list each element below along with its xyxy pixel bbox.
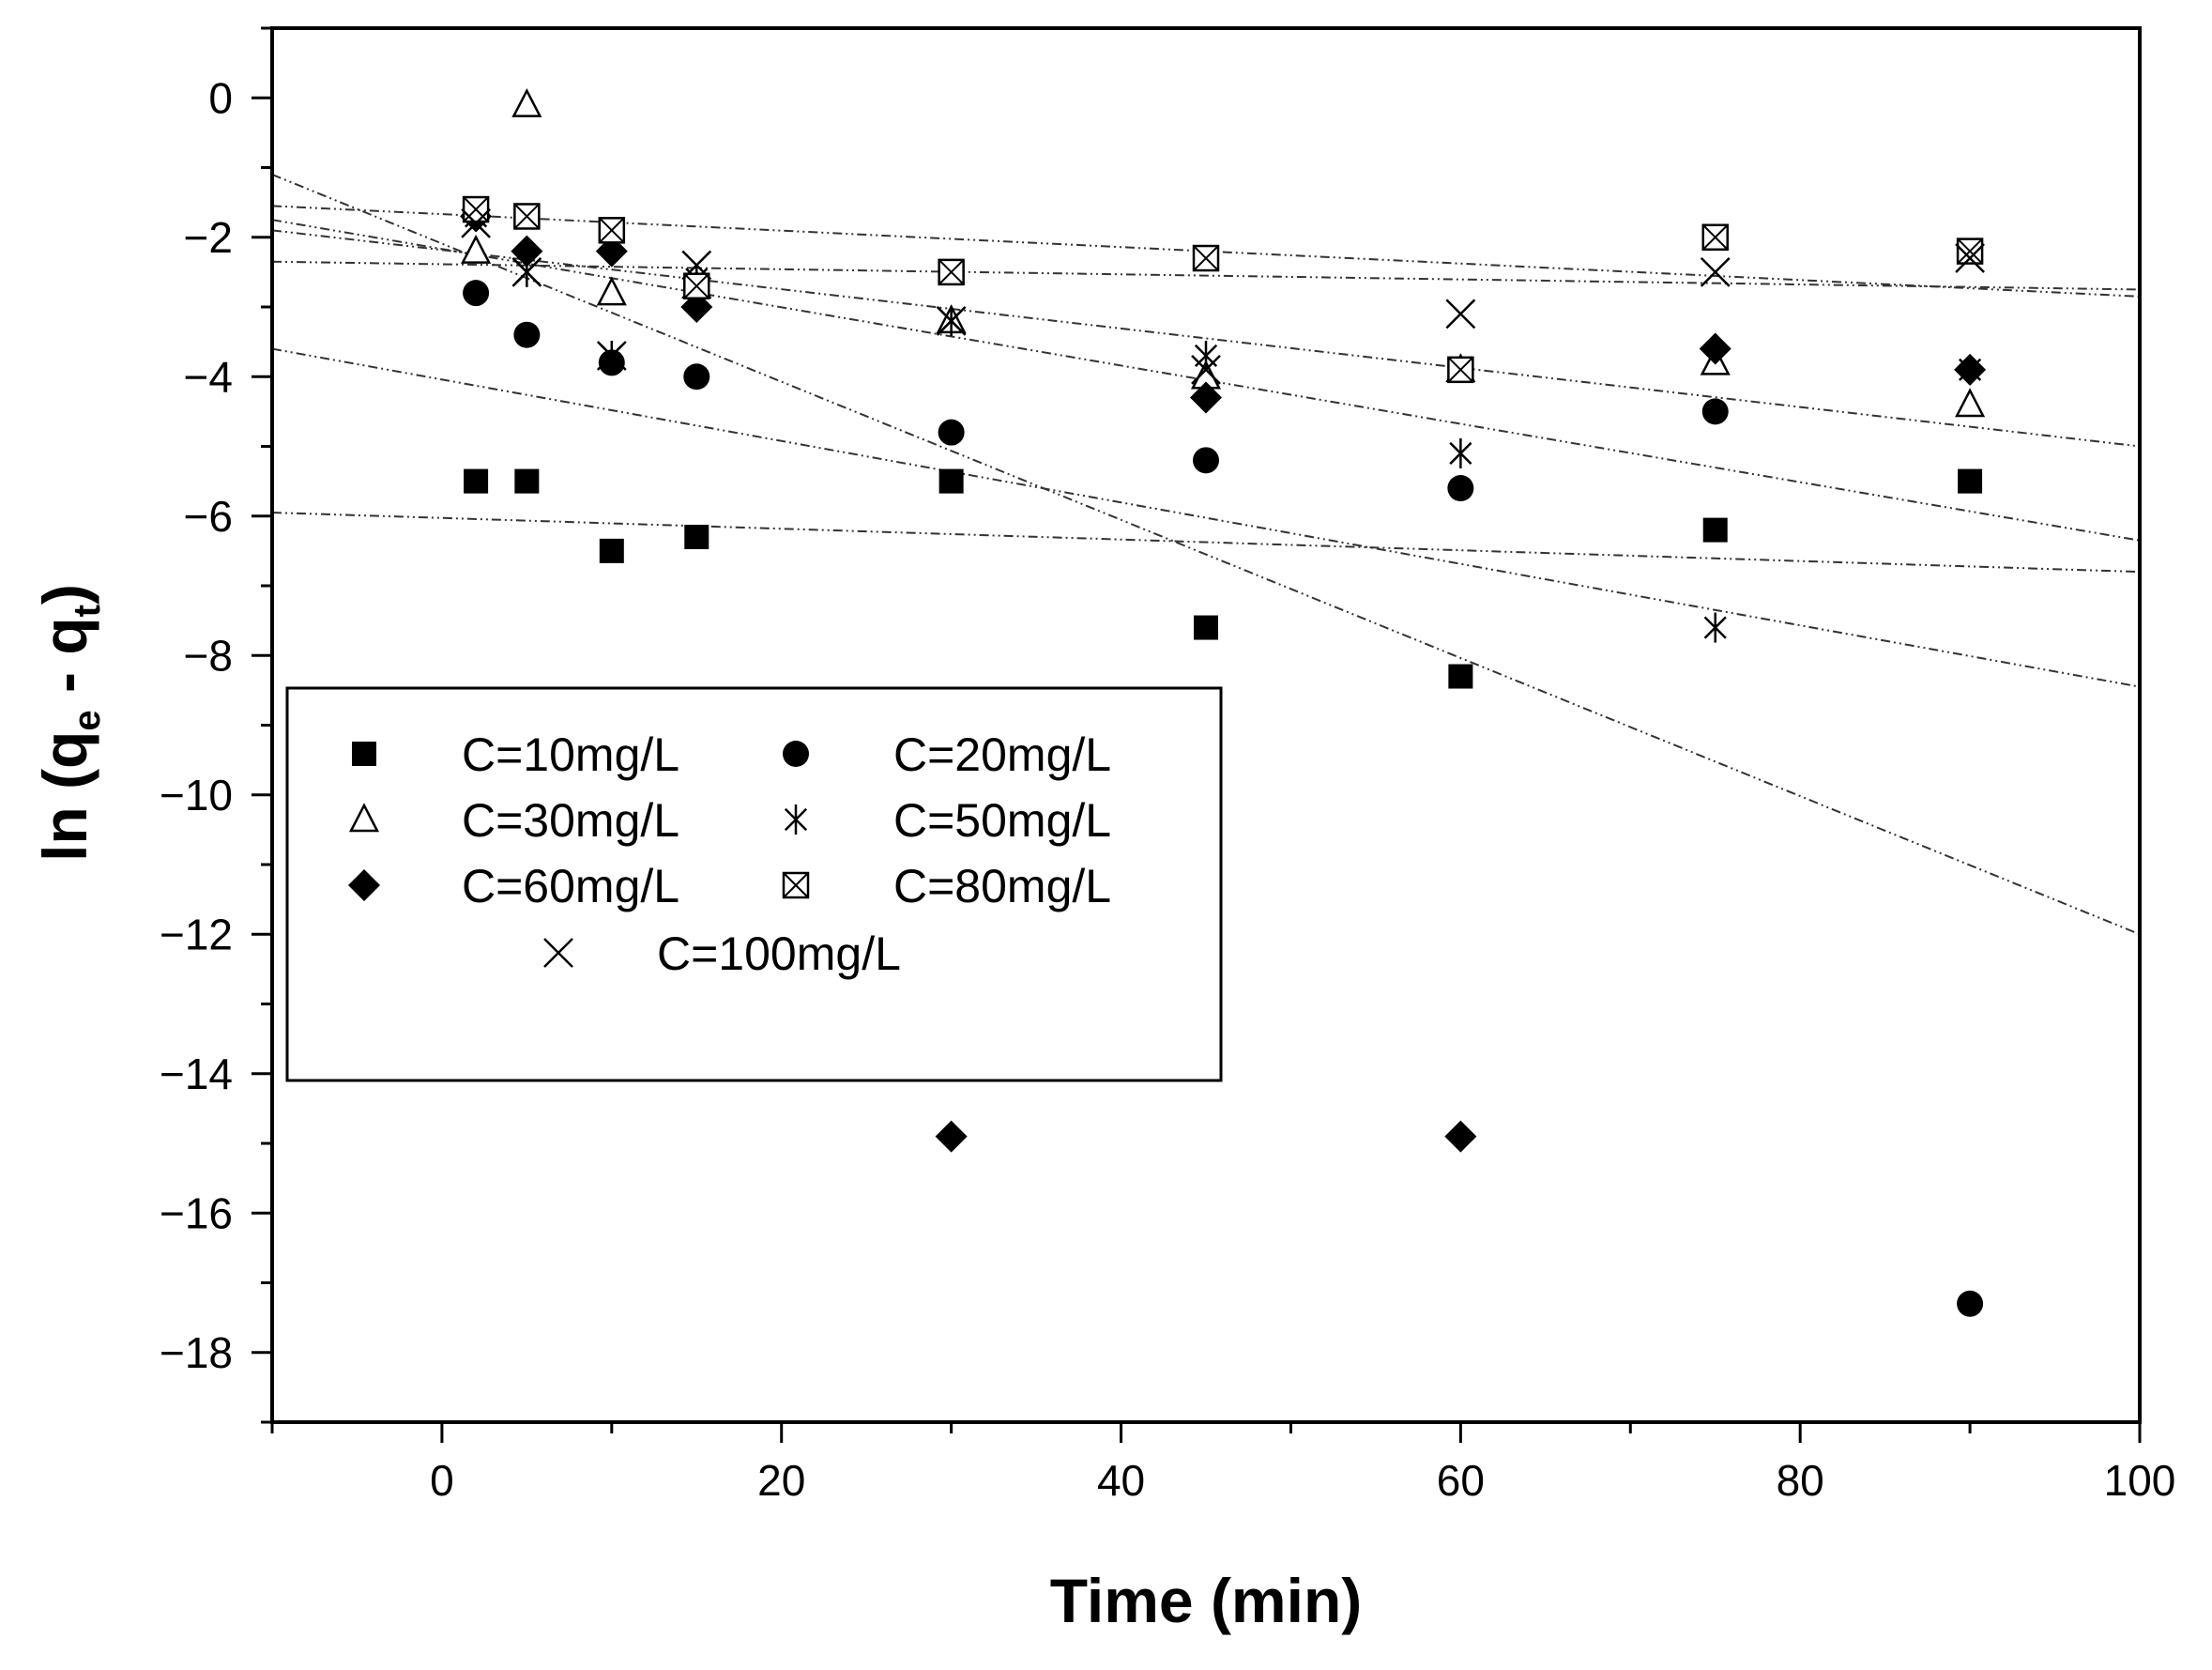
data-point bbox=[1191, 354, 1221, 385]
data-point bbox=[1192, 244, 1220, 272]
data-point bbox=[1444, 1120, 1477, 1153]
fit-line-C=30mg/L bbox=[271, 229, 2141, 448]
y-tick-label: −6 bbox=[184, 492, 233, 541]
legend-entry: C=50mg/L bbox=[784, 794, 1111, 847]
y-axis-title: ln (qe - qt) bbox=[30, 584, 108, 862]
fit-line-C=10mg/L bbox=[271, 512, 2141, 574]
legend: C=10mg/L C=20mg/L C=30mg/L C=50mg/L C=60mg/L… bbox=[285, 686, 1223, 1082]
data-point bbox=[938, 258, 965, 286]
y-tick-label: −2 bbox=[184, 213, 233, 262]
data-point bbox=[938, 468, 964, 494]
legend-entry: C=100mg/L bbox=[543, 927, 901, 980]
y-tick-label: −8 bbox=[184, 631, 233, 680]
data-point bbox=[1448, 664, 1473, 689]
data-point bbox=[461, 234, 492, 264]
legend-label: C=60mg/L bbox=[462, 860, 679, 912]
x-tick-label: 0 bbox=[430, 1456, 454, 1505]
x-tick-label: 20 bbox=[757, 1456, 805, 1505]
y-tick-label: −12 bbox=[160, 910, 233, 958]
data-point bbox=[599, 538, 624, 563]
data-markers bbox=[460, 87, 1987, 1317]
data-point bbox=[1954, 353, 1987, 386]
data-point bbox=[683, 363, 710, 391]
data-point bbox=[1190, 381, 1222, 414]
legend-label: C=30mg/L bbox=[462, 794, 679, 847]
y-axis-title-subscript-t: t bbox=[67, 605, 108, 617]
legend-marker bbox=[783, 741, 809, 767]
data-point bbox=[683, 272, 710, 299]
data-point bbox=[681, 250, 712, 281]
data-point bbox=[513, 203, 541, 230]
legend-label: C=10mg/L bbox=[462, 728, 679, 781]
data-point bbox=[1957, 1290, 1984, 1317]
data-point bbox=[598, 217, 626, 244]
y-tick-label: 0 bbox=[208, 73, 233, 122]
y-tick-label: −10 bbox=[160, 771, 233, 820]
data-point bbox=[463, 280, 490, 307]
data-point bbox=[461, 208, 491, 238]
data-point bbox=[684, 525, 709, 550]
data-point bbox=[596, 341, 627, 371]
data-point bbox=[1701, 223, 1729, 251]
legend-label: C=50mg/L bbox=[893, 794, 1111, 847]
legend-entry: C=60mg/L bbox=[348, 860, 679, 912]
data-point bbox=[935, 1120, 968, 1153]
fit-line-C=100mg/L bbox=[271, 260, 2141, 291]
data-point bbox=[1955, 388, 1986, 418]
data-point bbox=[511, 256, 542, 287]
data-point bbox=[1449, 437, 1472, 468]
fit-line-C=50mg/L bbox=[271, 347, 2141, 688]
legend-label: C=20mg/L bbox=[893, 728, 1111, 781]
y-tick-label: −4 bbox=[184, 352, 233, 401]
data-point bbox=[511, 235, 543, 268]
fit-line-C=20mg/L bbox=[271, 173, 2141, 936]
data-point bbox=[1193, 447, 1219, 474]
x-tick-label: 60 bbox=[1437, 1456, 1485, 1505]
data-point bbox=[1703, 612, 1727, 643]
data-point bbox=[464, 468, 489, 494]
legend-marker bbox=[784, 804, 808, 835]
data-point bbox=[1447, 475, 1474, 502]
data-point bbox=[936, 305, 967, 336]
legend-marker bbox=[782, 871, 810, 899]
data-point bbox=[1699, 332, 1731, 365]
legend-marker bbox=[348, 869, 380, 901]
data-point bbox=[462, 195, 490, 223]
data-point bbox=[1445, 299, 1476, 329]
data-point bbox=[1194, 340, 1218, 371]
data-point bbox=[1702, 517, 1728, 543]
x-tick-label: 100 bbox=[2104, 1456, 2176, 1505]
data-point bbox=[1955, 243, 1985, 273]
y-tick-label: −18 bbox=[160, 1328, 233, 1377]
x-axis-title: Time (min) bbox=[1050, 1566, 1362, 1635]
data-point bbox=[1194, 615, 1218, 640]
data-point bbox=[514, 468, 540, 494]
legend-entry: C=80mg/L bbox=[782, 860, 1111, 912]
legend-entry: C=20mg/L bbox=[783, 728, 1111, 781]
data-point bbox=[1447, 356, 1474, 384]
data-point bbox=[1700, 256, 1731, 287]
axis-ticks: 0 20 40 60 80 100 0 −2 −4 −6 −8 −10 −12 −14 −16 −18 bbox=[160, 26, 2176, 1505]
data-point bbox=[596, 276, 627, 306]
x-tick-label: 40 bbox=[1097, 1456, 1145, 1505]
data-point bbox=[938, 419, 965, 446]
data-point bbox=[513, 321, 541, 348]
y-tick-label: −16 bbox=[160, 1188, 233, 1237]
x-tick-label: 80 bbox=[1777, 1456, 1824, 1505]
y-axis-title-subscript-e: e bbox=[67, 710, 108, 730]
data-point bbox=[1958, 468, 1983, 494]
y-tick-label: −14 bbox=[160, 1049, 233, 1098]
legend-entry: C=30mg/L bbox=[348, 794, 679, 847]
data-point bbox=[511, 87, 542, 117]
legend-marker bbox=[543, 938, 573, 968]
legend-marker bbox=[348, 803, 380, 833]
data-point bbox=[1701, 398, 1729, 425]
legend-box bbox=[285, 686, 1223, 1082]
legend-marker bbox=[352, 742, 376, 766]
legend-entry: C=10mg/L bbox=[352, 728, 679, 781]
legend-label: C=80mg/L bbox=[893, 860, 1111, 912]
legend-label: C=100mg/L bbox=[657, 927, 901, 980]
